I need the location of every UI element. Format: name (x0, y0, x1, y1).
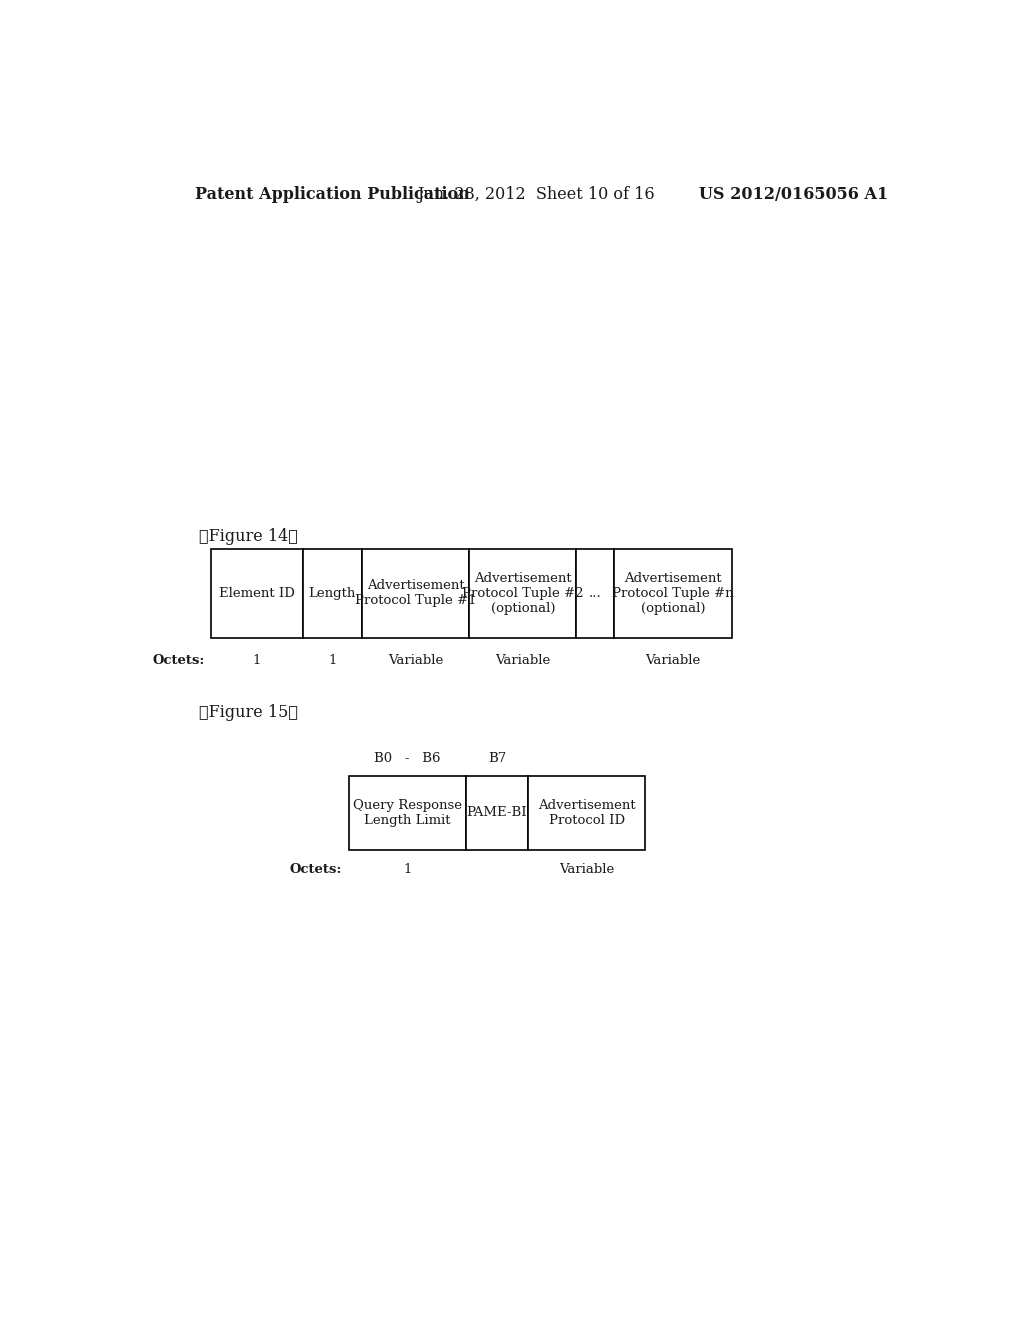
Text: PAME-BI: PAME-BI (467, 807, 527, 820)
Bar (362, 549, 469, 638)
Bar (211, 549, 303, 638)
Bar (303, 549, 362, 638)
Text: Length: Length (308, 587, 356, 599)
Text: 【Figure 14】: 【Figure 14】 (200, 528, 298, 545)
Text: Advertisement
Protocol Tuple #n
(optional): Advertisement Protocol Tuple #n (optiona… (612, 572, 734, 615)
Text: Variable: Variable (645, 653, 700, 667)
Text: Jun. 28, 2012  Sheet 10 of 16: Jun. 28, 2012 Sheet 10 of 16 (418, 186, 655, 203)
Text: 1: 1 (328, 653, 337, 667)
Text: US 2012/0165056 A1: US 2012/0165056 A1 (699, 186, 889, 203)
Text: Variable: Variable (388, 653, 443, 667)
Text: ...: ... (589, 587, 602, 599)
Text: Octets:: Octets: (153, 653, 205, 667)
Text: 1: 1 (403, 863, 412, 876)
Text: Element ID: Element ID (219, 587, 295, 599)
Text: Variable: Variable (559, 863, 614, 876)
Text: B7: B7 (487, 751, 506, 764)
Text: Advertisement
Protocol ID: Advertisement Protocol ID (538, 799, 636, 826)
Text: 【Figure 15】: 【Figure 15】 (200, 704, 298, 721)
Bar (614, 549, 732, 638)
Bar (466, 776, 528, 850)
Text: Octets:: Octets: (290, 863, 342, 876)
Text: 1: 1 (253, 653, 261, 667)
Bar (577, 549, 614, 638)
Text: Advertisement
Protocol Tuple #1: Advertisement Protocol Tuple #1 (355, 579, 476, 607)
Text: Query Response
Length Limit: Query Response Length Limit (353, 799, 462, 826)
Text: Variable: Variable (496, 653, 551, 667)
Text: Advertisement
Protocol Tuple #2
(optional): Advertisement Protocol Tuple #2 (optiona… (462, 572, 584, 615)
Bar (469, 549, 577, 638)
Text: Patent Application Publication: Patent Application Publication (196, 186, 470, 203)
Bar (528, 776, 645, 850)
Bar (348, 776, 466, 850)
Text: B0   -   B6: B0 - B6 (374, 751, 440, 764)
